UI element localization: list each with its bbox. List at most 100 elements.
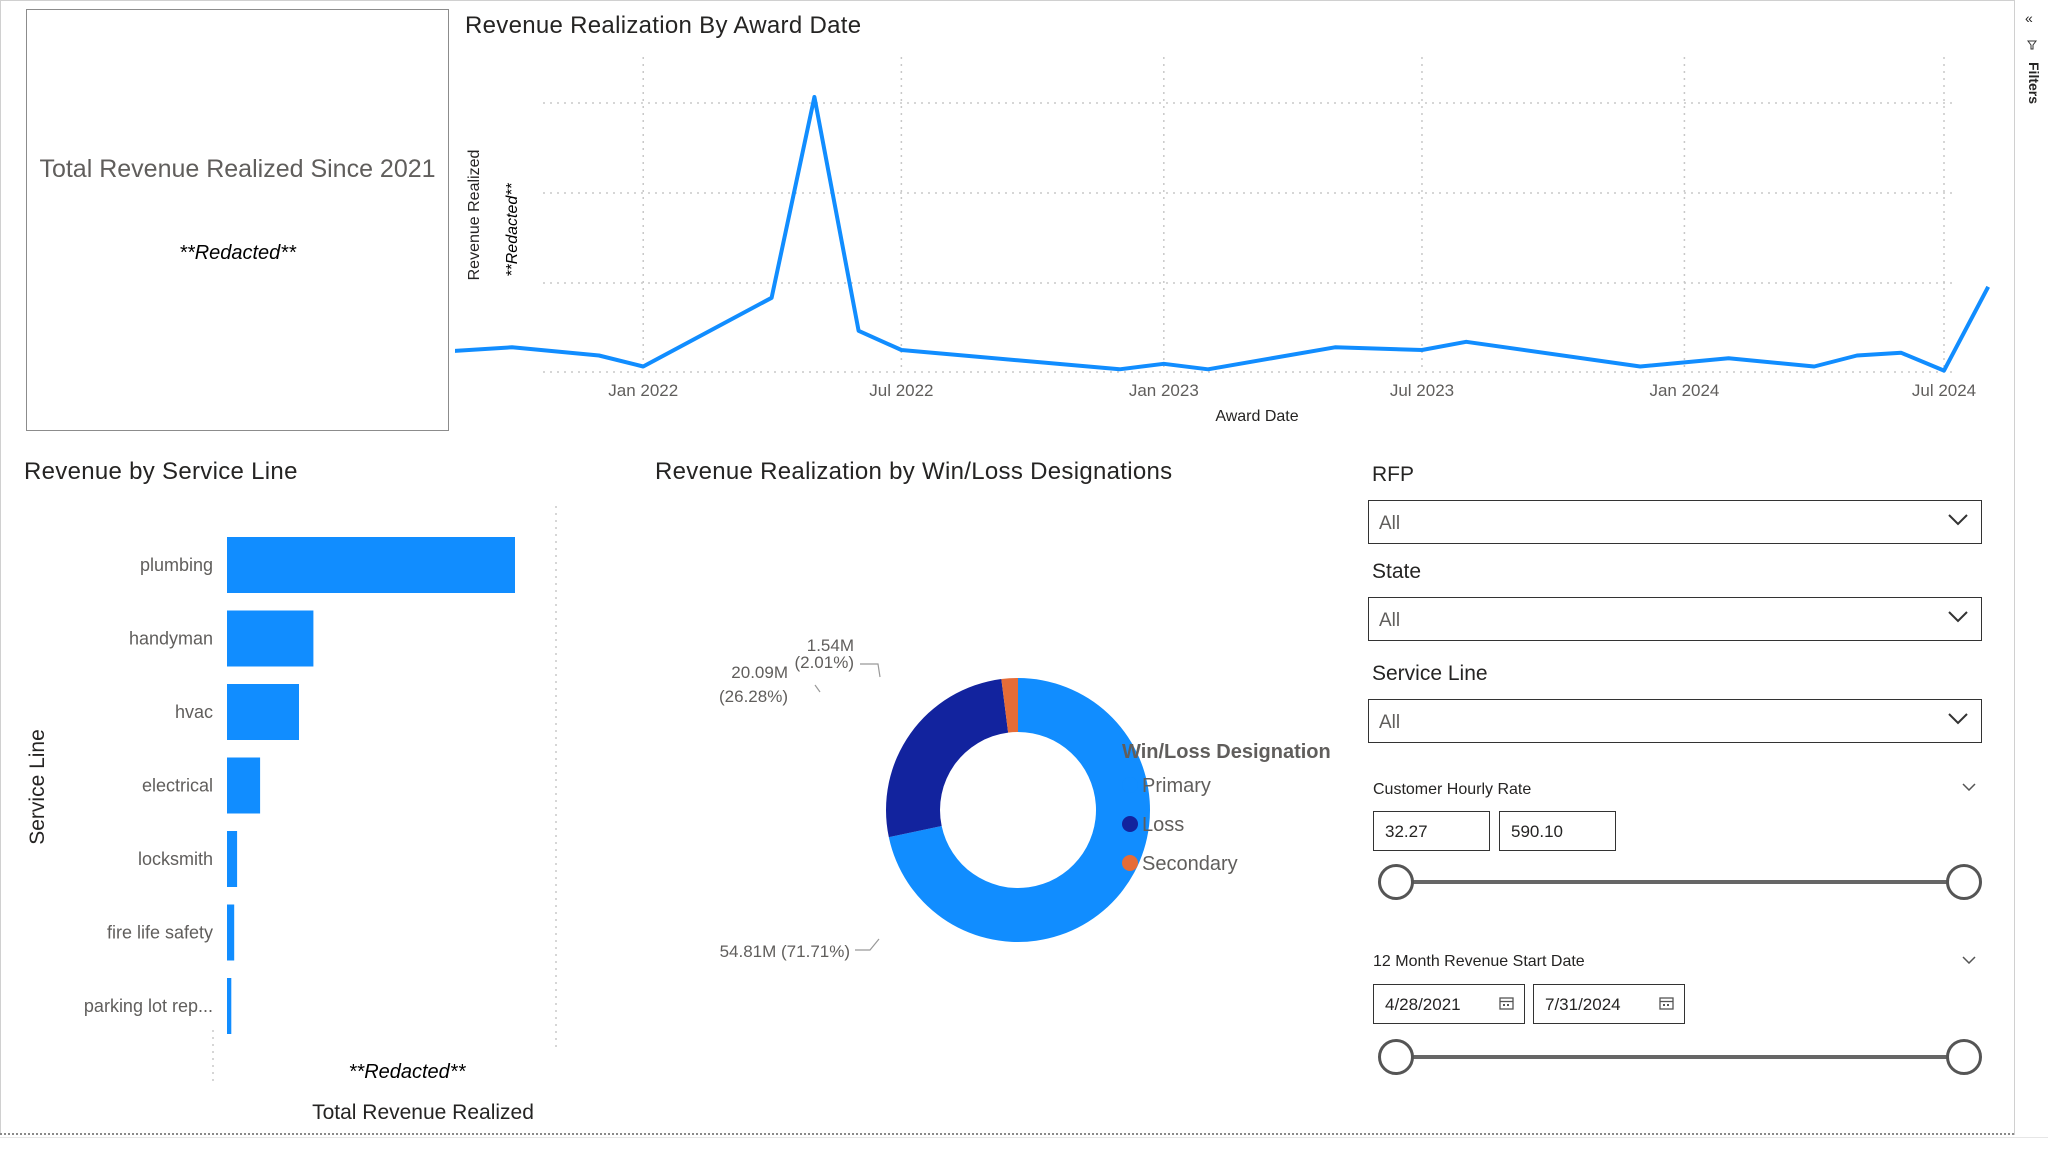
legend-marker-loss [1122,816,1138,832]
hourly-rate-slider-max-handle[interactable] [1946,864,1982,900]
donut-slices [886,678,1150,942]
donut-slice-secondary [1001,678,1018,733]
page-boundary [0,1133,2014,1135]
line-chart-x-tick-label: Jul 2024 [1912,381,1976,400]
svg-text:Filters: Filters [2026,62,2042,104]
line-chart-x-tick-label: Jan 2023 [1129,381,1199,400]
state-dropdown-value: All [1379,610,1401,631]
bar-handyman [227,610,314,667]
start-date-slider-min-handle[interactable] [1378,1039,1414,1075]
chevron-down-icon [1948,611,1968,623]
donut-leader-line [814,684,821,693]
bar-chart-category-label: fire life safety [107,923,213,943]
donut-leader-line [860,663,881,678]
filters-pane-label[interactable]: Filters [2018,62,2046,122]
bar-chart-x-axis-title: Total Revenue Realized [312,1101,534,1124]
hourly-rate-min-value: 32.27 [1385,822,1428,841]
service-line-dropdown-value: All [1379,712,1401,733]
bar-chart-category-label: electrical [142,776,213,796]
chevron-down-icon [1948,514,1968,526]
legend-marker-secondary [1122,855,1138,871]
bar-chart-y-axis-title: Service Line [26,729,49,845]
start-date-max-value: 7/31/2024 [1545,995,1621,1014]
bar-plumbing [227,537,515,593]
donut-label-secondary-percent: (2.01%) [794,653,854,672]
canvas-border-top [0,0,2015,1]
line-chart-y-axis-values: **Redacted** [504,183,521,277]
start-date-slider-track[interactable] [1397,1055,1963,1059]
filter-icon [2027,40,2037,50]
state-dropdown[interactable]: All [1368,597,1982,641]
bar-parking-lot-rep [227,978,232,1034]
total-revenue-card[interactable]: Total Revenue Realized Since 2021 **Reda… [26,9,449,431]
bar-chart-category-label: handyman [129,629,213,649]
legend-item-secondary: Secondary [1142,853,1238,875]
bar-fire-life-safety [227,904,235,961]
line-chart-x-tick-label: Jul 2022 [869,381,933,400]
hourly-rate-min-input[interactable]: 32.27 [1373,811,1490,851]
hourly-rate-max-value: 590.10 [1511,822,1563,841]
bar-chart-category-label: locksmith [138,849,213,869]
bar-chart-category-label: parking lot rep... [84,996,213,1016]
bottom-bar [0,1137,2048,1158]
hourly-rate-slider-min-handle[interactable] [1378,864,1414,900]
donut-label-primary: 54.81M (71.71%) [720,942,850,961]
filters-pane[interactable]: « Filters [2016,0,2048,1137]
bar-chart-category-label: plumbing [140,555,213,575]
calendar-icon[interactable] [1499,996,1514,1010]
hourly-rate-slider-track[interactable] [1397,880,1963,884]
start-date-max-input[interactable]: 7/31/2024 [1533,984,1685,1024]
donut-label-loss-value: 20.09M [731,663,788,682]
line-series-revenue [455,95,1990,373]
bar-electrical [227,757,261,814]
card-label: Total Revenue Realized Since 2021 [39,155,436,183]
bar-chart-bars: plumbing handyman hvac electrical locksmith f… [84,537,515,1034]
rfp-dropdown-value: All [1379,513,1401,534]
bar-locksmith [227,831,238,887]
legend-marker-primary [1122,777,1138,793]
chevron-down-icon[interactable] [1962,956,1976,964]
chevron-down-icon[interactable] [1962,783,1976,791]
service-line-slicer-title: Service Line [1372,662,1488,685]
expand-filters-icon[interactable]: « [2025,10,2033,26]
rfp-dropdown[interactable]: All [1368,500,1982,544]
donut-chart-title: Revenue Realization by Win/Loss Designat… [655,458,1173,485]
hourly-rate-slicer-title: Customer Hourly Rate [1373,781,1532,798]
canvas-border-left [0,0,1,1135]
calendar-icon[interactable] [1659,996,1674,1010]
donut-data-labels: 54.81M (71.71%) 20.09M (26.28%) 1.54M(2.01%… [719,636,881,961]
chevron-down-icon [1948,713,1968,725]
bar-hvac [227,684,299,740]
card-value: **Redacted** [179,242,296,264]
bar-chart[interactable]: plumbing handyman hvac electrical locksmith f… [20,500,580,1130]
donut-slice-primary [888,678,1150,942]
donut-chart[interactable]: 54.81M (71.71%) 20.09M (26.28%) 1.54M(2.01%… [660,620,1360,980]
line-chart-title: Revenue Realization By Award Date [465,12,862,39]
donut-legend: Primary Loss Secondary [1122,775,1238,875]
legend-item-loss: Loss [1142,814,1184,836]
donut-leader-line [855,938,880,951]
bar-chart-title: Revenue by Service Line [24,458,298,485]
line-chart-x-tick-label: Jul 2023 [1390,381,1454,400]
canvas-border-right [2014,0,2015,1135]
service-line-dropdown[interactable]: All [1368,699,1982,743]
bar-chart-category-label: hvac [175,702,213,722]
legend-item-primary: Primary [1142,775,1211,797]
line-chart-y-axis-title: Revenue Realized [466,150,483,281]
donut-slice-loss [886,679,1009,838]
donut-label-loss-percent: (26.28%) [719,687,788,706]
state-slicer-title: State [1372,560,1422,583]
line-chart-x-tick-label: Jan 2024 [1649,381,1719,400]
hourly-rate-max-input[interactable]: 590.10 [1499,811,1616,851]
start-date-min-value: 4/28/2021 [1385,995,1461,1014]
line-chart-x-tick-label: Jan 2022 [608,381,678,400]
start-date-slicer-title: 12 Month Revenue Start Date [1373,953,1585,970]
start-date-min-input[interactable]: 4/28/2021 [1373,984,1525,1024]
rfp-slicer-title: RFP [1372,463,1414,486]
donut-label-secondary-value: 1.54M [807,636,854,655]
bar-chart-x-axis-values: **Redacted** [349,1061,467,1083]
line-chart-x-axis-title: Award Date [1215,408,1298,425]
start-date-slider-max-handle[interactable] [1946,1039,1982,1075]
